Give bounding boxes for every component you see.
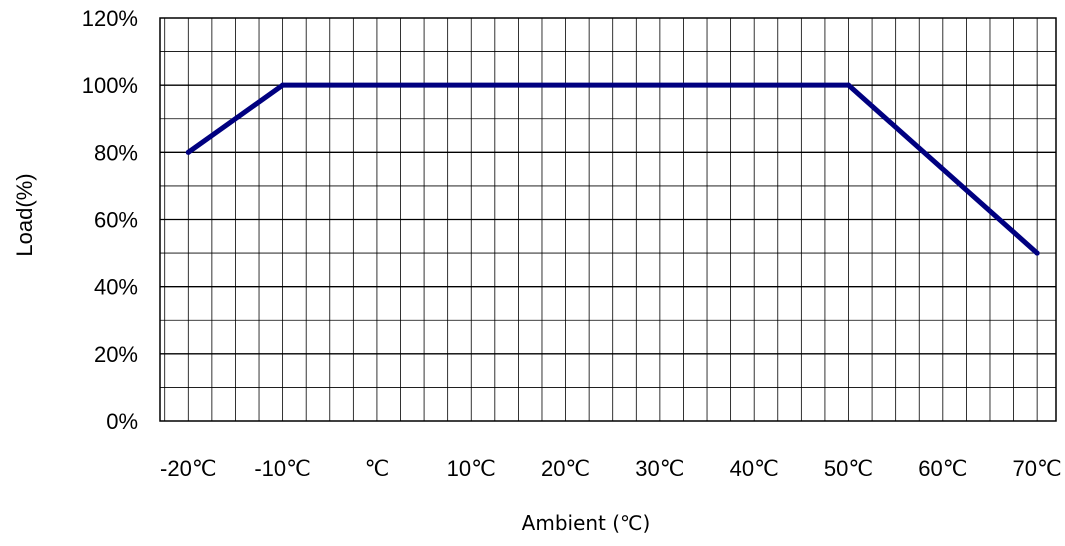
y-tick-label: 100% xyxy=(82,73,138,98)
data-point xyxy=(185,149,191,155)
x-tick-label: -10℃ xyxy=(254,456,311,481)
series-line xyxy=(185,82,1040,256)
x-tick-label: 10℃ xyxy=(447,456,496,481)
data-point xyxy=(846,82,852,88)
x-tick-label: 30℃ xyxy=(635,456,684,481)
y-tick-label: 60% xyxy=(94,208,138,233)
x-tick-label: 40℃ xyxy=(730,456,779,481)
y-axis-title: Load(%) xyxy=(12,173,37,256)
y-tick-label: 20% xyxy=(94,342,138,367)
x-tick-label: -20℃ xyxy=(160,456,217,481)
y-tick-labels: 0% 20% 40% 60% 80% 100% 120% xyxy=(82,6,138,434)
data-point xyxy=(280,82,286,88)
series-layer xyxy=(185,82,1040,256)
x-tick-labels: -20℃ -10℃ ℃ 10℃ 20℃ 30℃ 40℃ 50℃ 60℃ 70℃ xyxy=(160,456,1062,481)
x-tick-label: 60℃ xyxy=(918,456,967,481)
x-tick-label: 50℃ xyxy=(824,456,873,481)
plot-frame xyxy=(159,17,1057,422)
data-point xyxy=(1034,250,1040,256)
x-tick-label: 20℃ xyxy=(541,456,590,481)
x-tick-label: ℃ xyxy=(365,456,390,481)
y-tick-label: 0% xyxy=(106,409,138,434)
y-tick-label: 80% xyxy=(94,140,138,165)
y-tick-label: 120% xyxy=(82,6,138,31)
x-tick-label: 70℃ xyxy=(1013,456,1062,481)
x-axis-title: Ambient (℃) xyxy=(522,511,651,535)
major-gridlines xyxy=(160,84,1056,355)
y-tick-label: 40% xyxy=(94,275,138,300)
